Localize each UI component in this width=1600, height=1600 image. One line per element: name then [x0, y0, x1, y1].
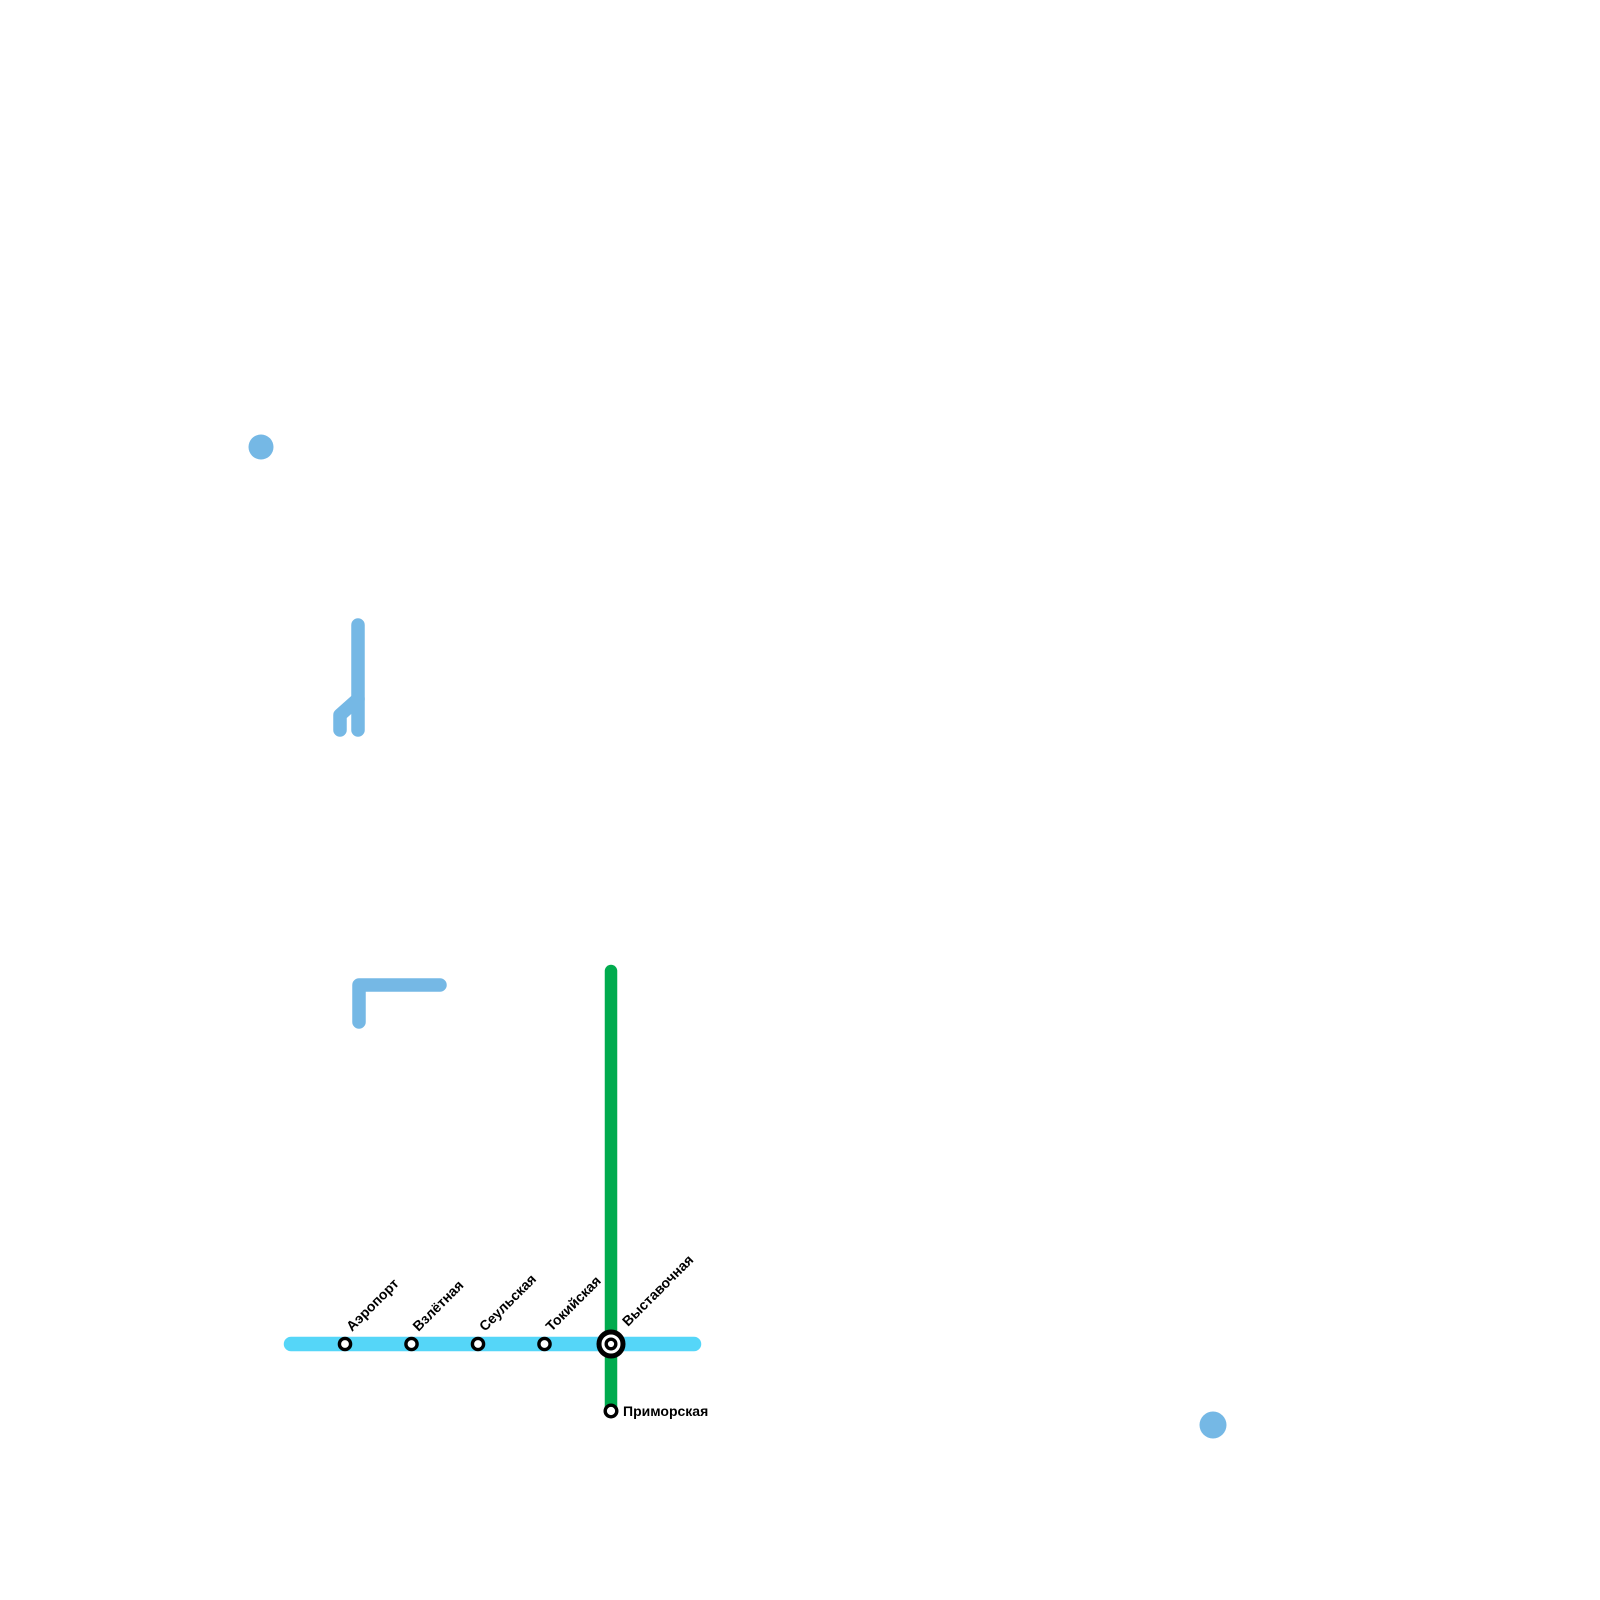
station-label-vystavochnaya: Выставочная — [619, 1252, 697, 1330]
station-label-aeroport: Аэропорт — [343, 1275, 402, 1334]
station-marker-tokiyskaya[interactable] — [537, 1336, 552, 1352]
blue-line-vertical-segment-branch — [333, 692, 365, 737]
station-label-tokiyskaya: Токийская — [542, 1272, 604, 1334]
interchange-inner-ring — [604, 1337, 618, 1351]
blue-line-elbow-segment — [352, 978, 447, 1029]
cyan-line-stations — [337, 1336, 552, 1352]
interchange-marker-vystavochnaya[interactable] — [596, 1329, 626, 1359]
station-marker-primorskaya[interactable] — [603, 1403, 619, 1419]
station-marker-vzlyotnaya[interactable] — [404, 1336, 419, 1352]
blue-line-fragments — [248, 434, 1227, 1439]
station-marker-seulskaya[interactable] — [470, 1336, 486, 1352]
blue-line-dot-lower-right — [1199, 1411, 1227, 1439]
station-marker-aeroport[interactable] — [337, 1336, 353, 1352]
station-label-primorskaya: Приморская — [623, 1403, 708, 1419]
station-label-seulskaya: Сеульская — [476, 1271, 539, 1334]
station-label-vzlyotnaya: Взлётная — [409, 1277, 466, 1334]
blue-line-dot-upper-left — [248, 434, 274, 460]
station-labels: Аэропорт Взлётная Сеульская Токийская Вы… — [343, 1252, 708, 1419]
